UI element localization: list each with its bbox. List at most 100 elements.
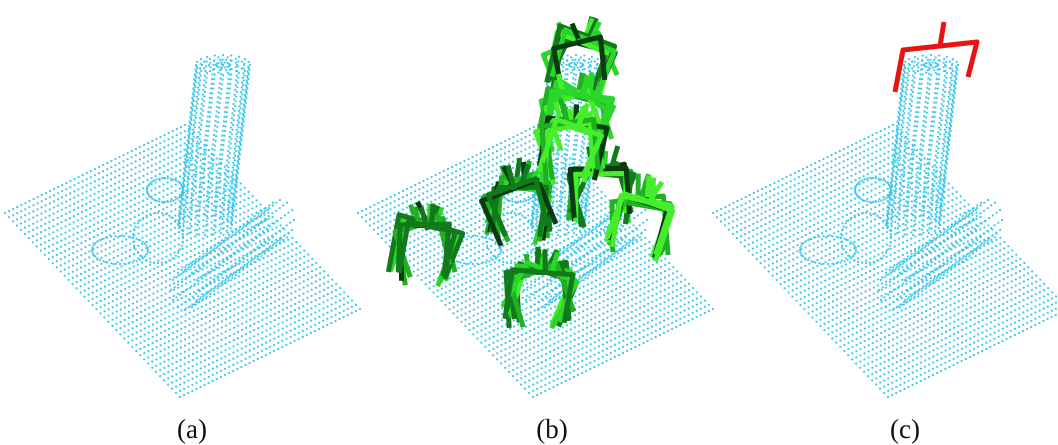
point (252, 239, 255, 242)
point (163, 133, 166, 137)
point (314, 305, 317, 308)
point (385, 228, 388, 231)
point (501, 313, 504, 316)
point (225, 268, 228, 271)
point (602, 281, 606, 284)
point (533, 309, 536, 312)
point (217, 242, 220, 245)
point (209, 295, 212, 298)
point (179, 358, 182, 361)
point (662, 331, 666, 335)
point (119, 320, 122, 323)
point (508, 370, 511, 373)
point (635, 284, 638, 287)
point (480, 310, 483, 313)
point (260, 355, 263, 359)
point (225, 96, 228, 99)
point (563, 227, 566, 230)
point (185, 270, 188, 273)
point (269, 345, 272, 348)
point (541, 317, 544, 320)
point (231, 166, 234, 169)
point (243, 74, 246, 77)
point (561, 338, 564, 341)
point (16, 212, 19, 215)
point (326, 317, 329, 320)
point (477, 257, 480, 260)
point (218, 176, 221, 180)
point (103, 310, 106, 313)
point (255, 205, 258, 208)
point (582, 291, 585, 294)
point (582, 279, 585, 282)
point (200, 69, 203, 72)
point (273, 319, 276, 322)
point (139, 335, 142, 338)
point (217, 91, 220, 94)
point (87, 275, 91, 278)
point (133, 229, 136, 232)
point (132, 265, 135, 268)
point (126, 158, 129, 161)
point (235, 74, 238, 77)
point (236, 361, 239, 364)
point (475, 153, 478, 157)
point (501, 282, 504, 285)
point (203, 181, 206, 185)
point (220, 242, 223, 245)
point (476, 318, 479, 321)
point (464, 324, 467, 327)
point (80, 248, 83, 251)
point (187, 142, 190, 145)
point (356, 211, 360, 215)
point (257, 212, 260, 215)
point (631, 286, 634, 289)
point (532, 340, 536, 343)
point (225, 229, 228, 232)
point (76, 219, 79, 222)
point (196, 98, 200, 101)
point (75, 268, 78, 271)
point (461, 246, 464, 249)
point (194, 210, 197, 213)
point (502, 220, 505, 223)
point (143, 345, 146, 349)
point (211, 163, 214, 166)
point (282, 290, 285, 293)
point (124, 294, 127, 297)
point (160, 288, 163, 291)
point (500, 141, 503, 145)
point (180, 229, 183, 232)
point (168, 327, 171, 330)
point (129, 217, 132, 221)
point (495, 150, 499, 153)
point (630, 347, 633, 351)
point (192, 189, 195, 192)
panel-b (356, 16, 715, 399)
point (655, 292, 658, 295)
point (207, 155, 210, 158)
point (286, 300, 289, 303)
point (239, 142, 242, 145)
point (273, 349, 276, 353)
point (212, 311, 216, 315)
point (273, 306, 276, 309)
point (642, 341, 645, 345)
point (479, 151, 482, 155)
point (554, 280, 557, 283)
point (44, 210, 47, 213)
point (573, 320, 577, 323)
point (520, 352, 523, 355)
point (567, 237, 570, 240)
point (485, 290, 488, 293)
point (92, 229, 95, 232)
point (510, 228, 513, 231)
point (204, 254, 207, 257)
point (31, 241, 34, 244)
point (218, 69, 221, 72)
point (591, 231, 594, 235)
point (450, 215, 453, 218)
point (342, 315, 345, 319)
point (500, 319, 504, 322)
point (216, 284, 219, 287)
